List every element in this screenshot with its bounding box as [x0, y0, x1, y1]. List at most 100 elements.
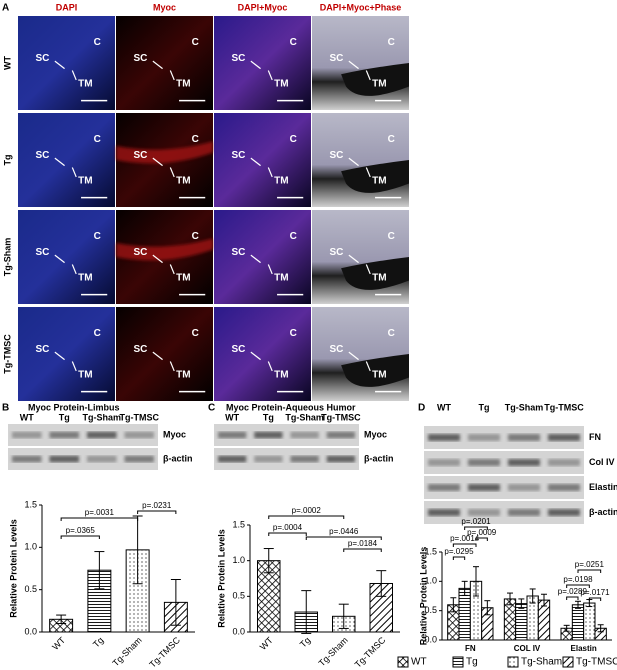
- structure-label: C: [192, 328, 199, 339]
- legend-label: Tg-TMSC: [576, 657, 617, 668]
- error-bar: [450, 597, 457, 613]
- error-bar: [56, 614, 67, 625]
- y-tick-label: 0.0: [424, 634, 437, 644]
- arrow: [250, 157, 261, 167]
- blot-strip: [8, 424, 158, 446]
- arrow: [169, 361, 175, 372]
- structure-label: TM: [176, 78, 190, 89]
- significance-bracket: [137, 510, 177, 514]
- lane-label: WT: [20, 412, 34, 422]
- bar: [515, 603, 528, 641]
- arrow: [365, 361, 371, 372]
- band: [87, 455, 117, 463]
- error-bar: [575, 600, 581, 609]
- structure-label: SC: [133, 247, 147, 258]
- y-tick-label: 0.0: [232, 626, 245, 636]
- p-value: p=.0171: [580, 588, 610, 597]
- band-label: Col IV: [589, 457, 615, 467]
- structure-label: C: [94, 134, 101, 145]
- micrograph: [116, 307, 213, 401]
- p-value: p=.0004: [273, 523, 303, 532]
- arrow: [267, 361, 273, 372]
- significance-bracket: [464, 526, 488, 530]
- band: [428, 459, 460, 466]
- structure-label: C: [192, 37, 199, 48]
- p-value: p=.0201: [461, 517, 491, 526]
- band: [326, 431, 355, 439]
- blot-strip: [424, 426, 584, 449]
- tissue-dark: [341, 160, 409, 193]
- structure-label: TM: [176, 369, 190, 380]
- lane-label: Tg: [479, 402, 490, 412]
- significance-bracket: [343, 548, 382, 552]
- chart-title: Myoc Protein-Aqueous Humor: [226, 402, 356, 412]
- y-tick-label: 1.5: [232, 519, 245, 529]
- band: [49, 455, 79, 463]
- structure-label: SC: [35, 344, 49, 355]
- band: [124, 431, 154, 439]
- row-label: WT: [2, 56, 12, 70]
- legend-swatch: [507, 656, 519, 668]
- myoc-signal: [116, 238, 213, 261]
- micrograph: [214, 113, 311, 207]
- micrograph: [214, 16, 311, 110]
- lane-label: Tg-TMSC: [321, 412, 361, 422]
- column-header: Myoc: [153, 2, 176, 12]
- arrow: [54, 351, 65, 361]
- band: [548, 459, 580, 466]
- legend-swatch: [397, 656, 409, 668]
- y-axis-label: Relative Protein Levels: [216, 529, 226, 628]
- band: [12, 455, 42, 463]
- x-tick-label: Tg-Sham: [110, 635, 143, 668]
- error-bar: [541, 593, 547, 607]
- arrow: [250, 60, 261, 70]
- band: [218, 455, 247, 463]
- arrow: [365, 167, 371, 178]
- column-header: DAPI+Myoc+Phase: [320, 2, 402, 12]
- arrow: [365, 70, 371, 81]
- bar: [458, 587, 471, 641]
- arrow: [348, 157, 359, 167]
- lane-label: Tg-TMSC: [544, 402, 584, 412]
- arrow: [152, 157, 163, 167]
- error-bar: [94, 551, 105, 590]
- y-tick-label: 1.0: [424, 576, 437, 586]
- y-axis-label: Relative Protein Levels: [8, 519, 18, 618]
- y-tick-label: 1.5: [24, 499, 37, 509]
- tissue-dark: [341, 354, 409, 387]
- x-tick-label: WT: [50, 635, 67, 652]
- band-label: Myoc: [364, 429, 387, 439]
- arrow: [365, 264, 371, 275]
- p-value: p=.0031: [85, 508, 115, 517]
- band: [468, 509, 500, 516]
- arrow: [71, 167, 77, 178]
- p-value: p=.0295: [444, 547, 474, 556]
- blot-strip: [424, 476, 584, 499]
- band: [428, 434, 460, 441]
- row-label: Tg: [2, 155, 12, 166]
- significance-bracket: [452, 543, 477, 547]
- structure-label: TM: [372, 369, 386, 380]
- structure-label: TM: [274, 369, 288, 380]
- micrograph: [116, 16, 213, 110]
- micrograph: [312, 307, 409, 401]
- error-bar: [338, 603, 349, 629]
- structure-label: C: [192, 134, 199, 145]
- error-bar: [376, 570, 387, 597]
- structure-label: C: [290, 37, 297, 48]
- band: [508, 434, 540, 441]
- error-bar: [170, 579, 181, 626]
- arrow: [250, 351, 261, 361]
- band: [468, 484, 500, 491]
- y-tick-label: 0.5: [424, 605, 437, 615]
- y-tick-label: 1.5: [424, 546, 437, 556]
- arrow: [250, 254, 261, 264]
- structure-label: SC: [329, 344, 343, 355]
- band: [49, 431, 79, 439]
- arrow: [152, 254, 163, 264]
- legend-swatch: [452, 656, 464, 668]
- error-bar: [132, 515, 143, 585]
- structure-label: C: [192, 231, 199, 242]
- p-value: p=.0231: [142, 501, 172, 510]
